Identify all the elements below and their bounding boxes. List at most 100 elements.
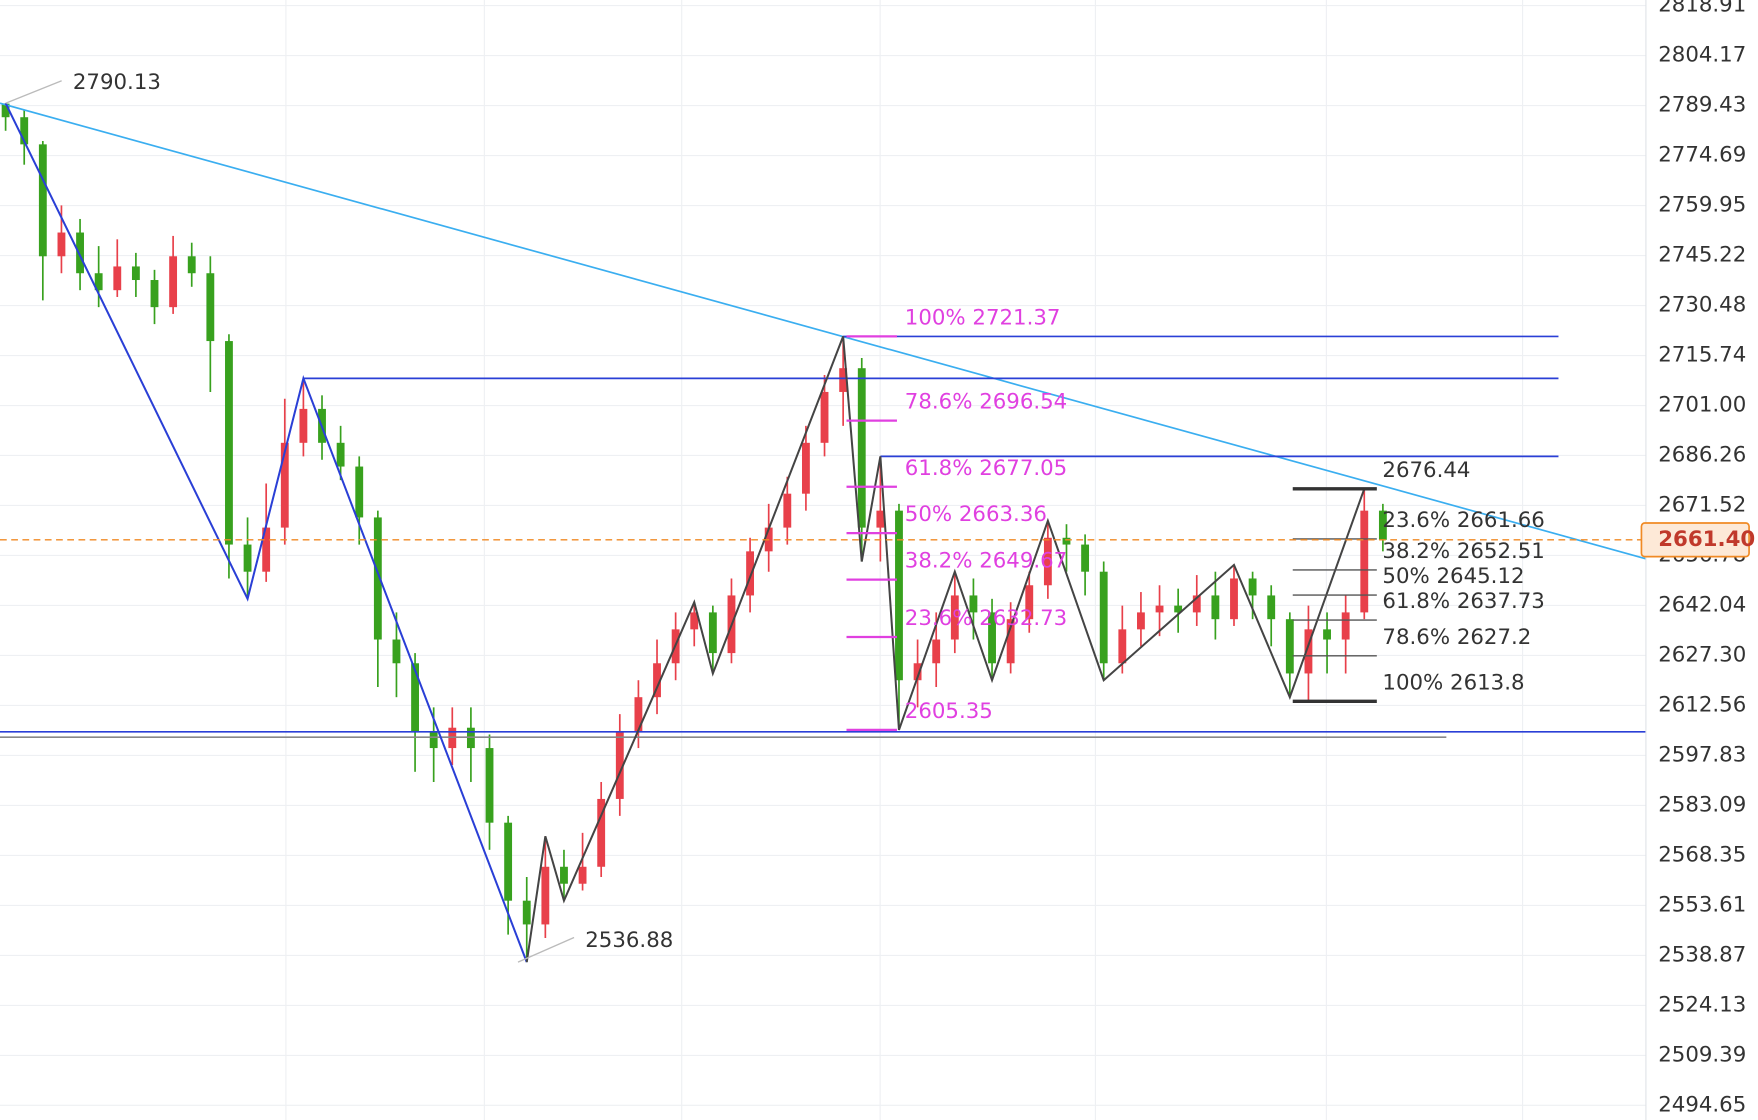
y-tick-label: 2701.00 (1658, 392, 1746, 417)
candle-body (131, 266, 140, 281)
candle-body (1360, 510, 1369, 613)
price-tag (1640, 522, 1750, 558)
candle-body (1025, 585, 1034, 620)
y-tick-label: 2597.83 (1658, 742, 1746, 767)
y-tick-label: 2745.22 (1658, 243, 1746, 268)
y-tick-label: 2759.95 (1658, 193, 1746, 218)
candle-body (969, 595, 978, 613)
candle-body (1174, 605, 1183, 613)
fib-label: 78.6% 2627.2 (1382, 625, 1531, 650)
candle-body (895, 510, 903, 681)
candle-body (150, 280, 159, 308)
candle-body (1006, 619, 1015, 664)
candle-body (113, 266, 122, 291)
y-tick-label: 2686.26 (1658, 442, 1746, 467)
zigzag-dark (525, 336, 1366, 963)
candle-body (1, 103, 10, 118)
y-tick-label: 2642.04 (1658, 592, 1746, 617)
fib-label: 61.8% 2637.73 (1382, 589, 1544, 614)
trendline (0, 102, 1647, 560)
y-tick-label: 2538.87 (1658, 942, 1746, 967)
candle-body (988, 612, 996, 664)
candle-body (94, 273, 103, 291)
fib-label: 23.6% 2661.66 (1382, 508, 1544, 533)
y-tick-label: 2568.35 (1658, 842, 1746, 867)
candle-body (411, 663, 419, 732)
candle-body (913, 663, 922, 681)
candle-body (578, 866, 587, 884)
fib-label: 2605.35 (905, 699, 993, 724)
candle-body (187, 256, 196, 274)
candle-body (801, 442, 810, 494)
y-tick-label: 2818.91 (1658, 0, 1746, 18)
y-tick-label: 2553.61 (1658, 892, 1746, 917)
candle-body (355, 466, 364, 518)
candle-body (1267, 595, 1276, 620)
fib-label: 38.2% 2649.67 (905, 549, 1067, 574)
candle-body (950, 595, 959, 640)
candle-body (1248, 578, 1257, 596)
pivot-connector (5, 80, 62, 104)
candle-body (1323, 629, 1331, 640)
candle-body (783, 493, 792, 528)
fib-label: 2676.44 (1382, 458, 1470, 483)
candle-body (1099, 571, 1108, 664)
candle-body (1211, 595, 1220, 620)
y-tick-label: 2671.52 (1658, 492, 1746, 517)
fib-label: 50% 2663.36 (905, 502, 1047, 527)
candle-body (634, 697, 643, 732)
candle-body (708, 612, 717, 654)
fib-label: 100% 2721.37 (905, 305, 1061, 330)
candle-body (1081, 544, 1090, 572)
fib-label: 50% 2645.12 (1382, 564, 1524, 589)
candle-body (262, 527, 271, 572)
candle-body (504, 822, 513, 901)
candle-body (597, 798, 606, 867)
fib-label: 23.6% 2632.73 (905, 606, 1067, 631)
candle-body (541, 866, 550, 925)
candle-body (1137, 612, 1145, 630)
candle-body (392, 639, 401, 664)
candle-body (429, 731, 438, 749)
candle-body (1192, 595, 1201, 613)
y-tick-label: 2804.17 (1658, 43, 1746, 68)
axis-background (1645, 0, 1758, 1120)
y-tick-label: 2789.43 (1658, 93, 1746, 118)
candle-body (857, 368, 866, 528)
y-tick-label: 2524.13 (1658, 992, 1746, 1017)
candle-body (1043, 537, 1052, 586)
candle-body (690, 612, 699, 630)
candle-body (485, 748, 494, 823)
price-tag-label: 2661.40 (1658, 527, 1755, 552)
y-tick-label: 2627.30 (1658, 642, 1746, 667)
candle-body (57, 232, 66, 257)
candle-body (243, 544, 252, 572)
candle-body (280, 442, 289, 528)
candle-body (932, 639, 941, 664)
candle-body (839, 368, 848, 392)
candle-body (225, 341, 233, 545)
pivot-label: 2536.88 (585, 928, 673, 953)
candle-body (1118, 629, 1127, 664)
candle-body (206, 273, 215, 342)
candle-body (876, 510, 885, 528)
fib-label: 61.8% 2677.05 (905, 456, 1067, 481)
candle-body (76, 232, 84, 274)
fib-label: 38.2% 2652.51 (1382, 539, 1544, 564)
y-tick-label: 2509.39 (1658, 1042, 1746, 1067)
y-tick-label: 2715.74 (1658, 343, 1746, 368)
candle-body (169, 256, 178, 308)
candle-body (1285, 619, 1294, 674)
fib-label: 78.6% 2696.54 (905, 390, 1067, 415)
y-tick-label: 2612.56 (1658, 692, 1746, 717)
candle-body (746, 551, 755, 596)
pivot-label: 2790.13 (73, 70, 161, 95)
fib-label: 100% 2613.8 (1382, 670, 1524, 695)
pivot-connector (517, 936, 575, 963)
candle-body (336, 442, 345, 467)
zigzag-blue (4, 102, 528, 963)
candle-body (20, 117, 29, 145)
candle-body (38, 144, 47, 257)
